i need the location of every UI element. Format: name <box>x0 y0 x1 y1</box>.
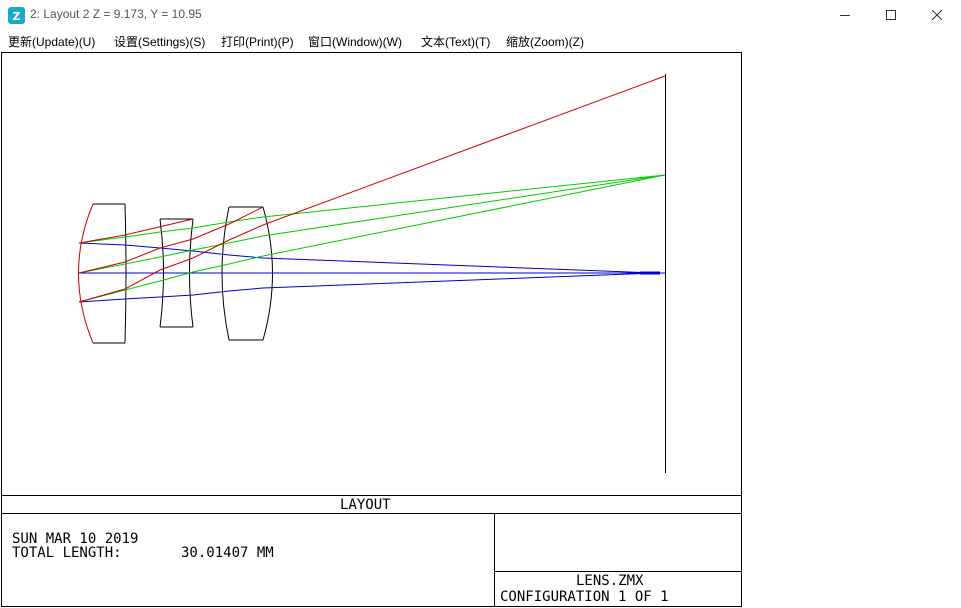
plot-date: SUN MAR 10 2019 <box>12 531 139 547</box>
layout-drawing <box>1 52 742 607</box>
menu-window[interactable]: 窗口(Window)(W) <box>308 35 402 49</box>
app-icon[interactable]: Z <box>8 7 25 24</box>
plot-frame <box>1 52 742 607</box>
close-icon <box>932 10 942 20</box>
title-bar: Z 2: Layout 2 Z = 9.173, Y = 10.95 <box>0 0 961 30</box>
menu-settings[interactable]: 设置(Settings)(S) <box>114 35 206 49</box>
ray-fan-field-2 <box>78 174 666 303</box>
menu-text[interactable]: 文本(Text)(T) <box>421 35 491 49</box>
menu-zoom[interactable]: 缩放(Zoom)(Z) <box>506 35 584 49</box>
total-length-value: 30.01407 MM <box>181 545 274 561</box>
configuration-label: CONFIGURATION 1 OF 1 <box>500 589 669 605</box>
minimize-button[interactable] <box>822 0 868 30</box>
close-button[interactable] <box>914 0 960 30</box>
menu-bar: 更新(Update)(U) 设置(Settings)(S) 打印(Print)(… <box>0 30 961 51</box>
window-title: 2: Layout 2 Z = 9.173, Y = 10.95 <box>30 7 202 21</box>
minimize-icon <box>840 15 850 16</box>
file-name: LENS.ZMX <box>576 573 644 589</box>
ray-fan-field-3 <box>78 75 666 303</box>
plot-title: LAYOUT <box>340 497 391 513</box>
menu-update[interactable]: 更新(Update)(U) <box>8 35 96 49</box>
layout-plot-canvas[interactable]: LAYOUT SUN MAR 10 2019 TOTAL LENGTH: 30.… <box>0 51 961 608</box>
total-length-label: TOTAL LENGTH: <box>12 545 122 561</box>
ray-fan-field-1 <box>78 242 665 303</box>
maximize-icon <box>886 10 896 20</box>
svg-text:Z: Z <box>13 10 21 23</box>
maximize-button[interactable] <box>868 0 914 30</box>
menu-print[interactable]: 打印(Print)(P) <box>221 35 294 49</box>
